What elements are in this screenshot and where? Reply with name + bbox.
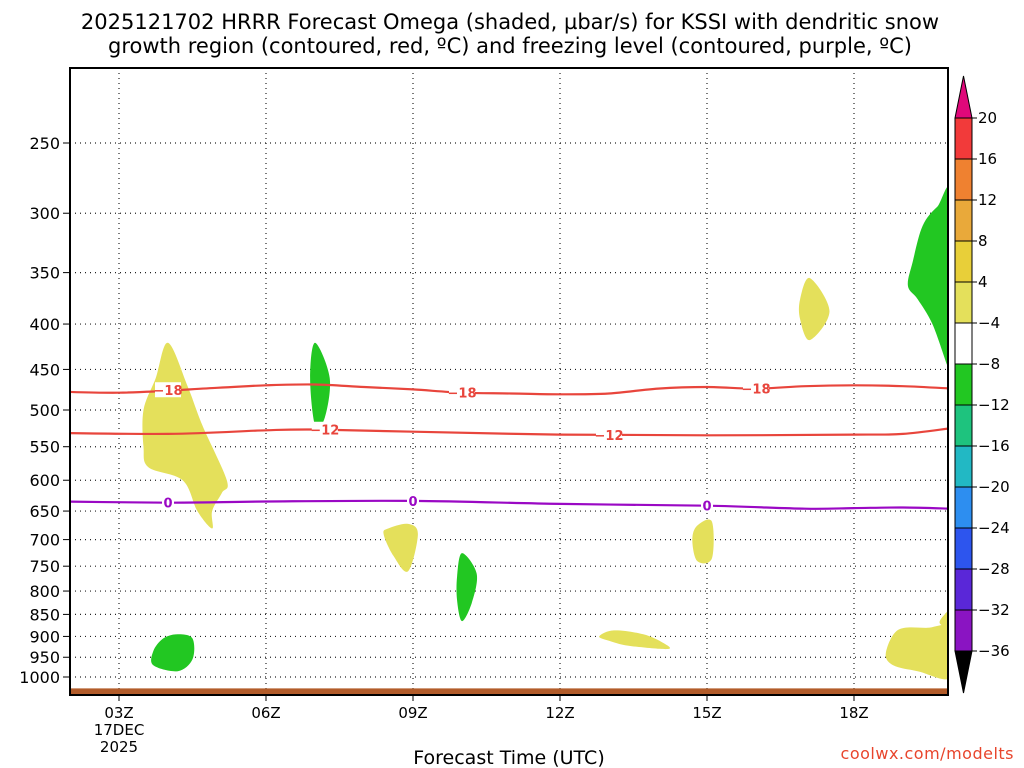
colorbar-swatch <box>954 363 973 406</box>
rising-omega-6 <box>885 624 948 680</box>
colorbar-label: 20 <box>978 109 997 127</box>
grid-layer <box>70 68 948 695</box>
y-tick-label: 300 <box>29 204 60 223</box>
isotherm-minus-18-label-bg <box>743 380 769 396</box>
y-tick-label: 450 <box>29 360 60 379</box>
colorbar-swatch <box>954 445 973 488</box>
y-tick-label: 800 <box>29 582 60 601</box>
y-tick-label: 500 <box>29 401 60 420</box>
colorbar-label: −28 <box>978 560 1010 578</box>
contour-layer: −18 −18 −18 −12 −12 0 0 0 <box>70 380 948 515</box>
isotherm-minus-12-label-bg <box>311 421 338 437</box>
x-tick-year-label: 2025 <box>100 738 138 756</box>
x-tick-label: 12Z <box>545 704 574 722</box>
sinking-omega-3 <box>151 634 195 672</box>
colorbar-label: −4 <box>978 314 1000 332</box>
y-tick-label: 1000 <box>19 668 60 687</box>
isotherm-minus-12-label-bg <box>596 426 622 442</box>
isotherm-minus-12-label: −12 <box>310 424 339 439</box>
isotherm-minus-12-line <box>70 427 948 437</box>
colorbar-swatch <box>954 322 973 365</box>
colorbar-label: −16 <box>978 437 1010 455</box>
freezing-level-label: 0 <box>702 500 711 515</box>
colorbar-label: 16 <box>978 150 997 168</box>
plot-area: −18 −18 −18 −12 −12 0 0 0 <box>69 67 949 696</box>
y-tick-label: 250 <box>29 134 60 153</box>
x-axis-label: Forecast Time (UTC) <box>413 747 604 768</box>
isotherm-minus-18-label-bg <box>449 384 475 400</box>
colorbar-swatch <box>954 404 973 447</box>
rising-omega-1 <box>142 342 228 529</box>
freezing-level-line <box>70 499 948 510</box>
credit-text: coolwx.com/modelts <box>841 744 1014 763</box>
freezing-level-label-bg <box>701 497 713 513</box>
y-tick-label: 550 <box>29 438 60 457</box>
rising-omega-7 <box>939 610 948 629</box>
colorbar-over-arrow <box>954 75 973 119</box>
isotherm-minus-18-label: −18 <box>448 387 477 402</box>
y-axis: 250 300 350 400 450 500 550 600 650 700 750 800 850 9… <box>19 134 70 687</box>
rising-omega-2 <box>383 523 418 572</box>
y-tick-label: 850 <box>29 605 60 624</box>
colorbar-swatch <box>954 199 973 242</box>
isotherm-minus-18-label: −18 <box>154 384 183 399</box>
colorbar-swatch <box>954 158 973 201</box>
y-tick-label: 400 <box>29 315 60 334</box>
rising-omega-5 <box>798 277 830 341</box>
colorbar-label: −20 <box>978 478 1010 496</box>
colorbar-under-arrow <box>954 650 973 694</box>
colorbar-label: 4 <box>978 273 988 291</box>
colorbar-swatch <box>954 486 973 529</box>
colorbar-label: −36 <box>978 642 1010 660</box>
colorbar-swatch <box>954 281 973 324</box>
colorbar-label: −32 <box>978 601 1010 619</box>
x-tick-date-label: 17DEC <box>94 721 145 739</box>
chart-title-line-2: growth region (contoured, red, ºC) and f… <box>108 34 912 58</box>
freezing-level-label-bg <box>162 494 174 510</box>
surface-ground-bar <box>70 688 948 695</box>
y-tick-label: 700 <box>29 531 60 550</box>
colorbar-label: 12 <box>978 191 997 209</box>
colorbar-swatch <box>954 117 973 160</box>
colorbar-swatch <box>954 240 973 283</box>
y-tick-label: 650 <box>29 502 60 521</box>
y-tick-label: 350 <box>29 264 60 283</box>
x-tick-label: 15Z <box>692 704 721 722</box>
y-tick-label: 900 <box>29 627 60 646</box>
colorbar-label: −12 <box>978 396 1010 414</box>
y-tick-label: 950 <box>29 648 60 667</box>
y-tick-label: 750 <box>29 557 60 576</box>
isotherm-minus-18-label: −18 <box>742 383 771 398</box>
rising-omega-3 <box>599 630 671 650</box>
colorbar-label: 8 <box>978 232 988 250</box>
colorbar-label: −8 <box>978 355 1000 373</box>
rising-omega-4 <box>692 519 714 564</box>
plot-frame <box>69 67 949 696</box>
colorbar: 20 16 12 8 4 −4 −8 −12 −16 −20 −24 −28 −32 −36 <box>954 75 1010 694</box>
x-tick-label: 03Z <box>104 704 133 722</box>
isotherm-minus-12-label: −12 <box>595 429 624 444</box>
isotherm-minus-18-label-bg <box>155 382 181 398</box>
x-tick-label: 18Z <box>839 704 868 722</box>
colorbar-swatch <box>954 527 973 570</box>
freezing-level-label: 0 <box>408 495 417 510</box>
x-tick-label: 09Z <box>398 704 427 722</box>
sinking-omega-4 <box>907 186 948 369</box>
x-tick-label: 06Z <box>251 704 280 722</box>
isotherm-minus-18-line <box>70 383 948 396</box>
colorbar-label: −24 <box>978 519 1010 537</box>
sinking-omega-2 <box>456 553 478 622</box>
freezing-level-label-bg <box>407 492 419 508</box>
omega-shading-layer <box>142 186 948 680</box>
colorbar-swatch <box>954 568 973 611</box>
freezing-level-label: 0 <box>163 497 172 512</box>
y-tick-label: 600 <box>29 471 60 490</box>
colorbar-swatch <box>954 609 973 652</box>
chart-title-line-1: 2025121702 HRRR Forecast Omega (shaded, … <box>81 10 939 34</box>
